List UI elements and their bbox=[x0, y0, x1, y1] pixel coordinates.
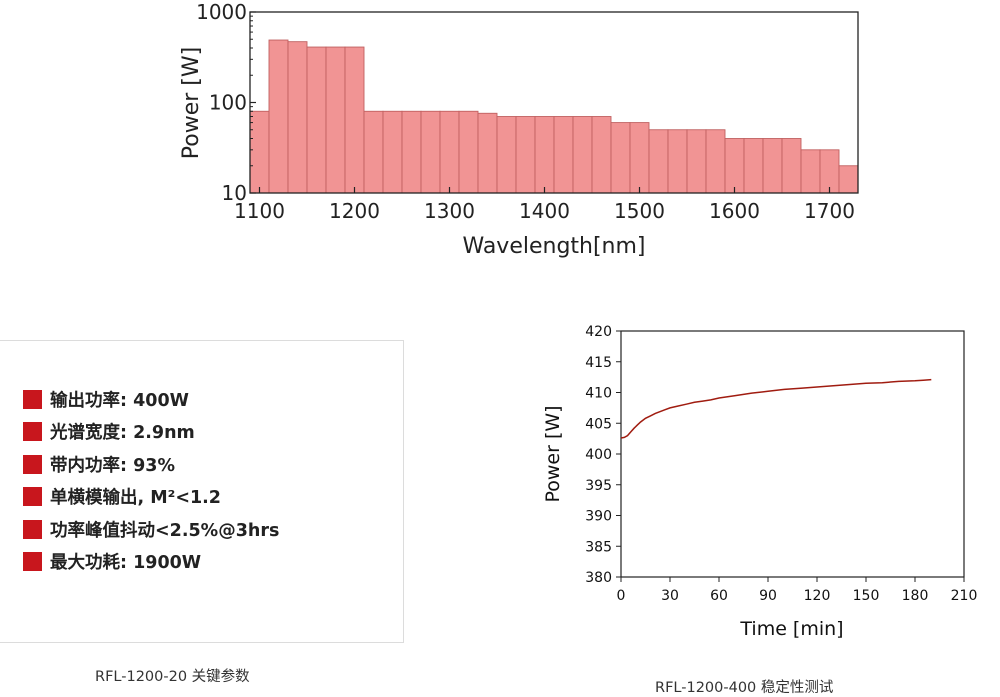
stability-x-tick-label: 60 bbox=[710, 588, 728, 604]
stability-y-tick-label: 415 bbox=[585, 355, 612, 371]
spectrum-bar bbox=[477, 112, 498, 194]
spectrum-bar bbox=[325, 46, 346, 194]
stability-series-line bbox=[620, 378, 932, 439]
stability-y-tick-label: 385 bbox=[585, 539, 612, 555]
spectrum-x-tick-label: 1400 bbox=[519, 199, 570, 223]
spectrum-bar bbox=[249, 110, 270, 194]
spectrum-bar bbox=[344, 46, 365, 194]
spectrum-bar bbox=[724, 138, 745, 194]
stability-x-axis-label: Time [min] bbox=[739, 618, 843, 640]
stability-x-ticks: 0 30 60 90 120 150 180 210 bbox=[617, 577, 978, 604]
spec-item: 带内功率: 93% bbox=[23, 448, 279, 481]
bullet-square-icon bbox=[23, 422, 42, 442]
spectrum-bar bbox=[800, 149, 821, 194]
stability-y-tick-label: 410 bbox=[585, 386, 612, 402]
spec-item: 功率峰值抖动<2.5%@3hrs bbox=[23, 513, 279, 546]
spec-item: 单横模输出, M²<1.2 bbox=[23, 481, 279, 514]
spectrum-bar bbox=[648, 129, 669, 194]
spec-item-label: 输出功率: 400W bbox=[50, 390, 189, 411]
spectrum-x-tick-label: 1200 bbox=[329, 199, 380, 223]
spectrum-bar bbox=[496, 116, 517, 194]
spec-item: 最大功耗: 1900W bbox=[23, 546, 279, 579]
spectrum-bar bbox=[819, 149, 840, 194]
spectrum-bar bbox=[306, 46, 327, 194]
bullet-square-icon bbox=[23, 519, 42, 539]
stability-plot-frame bbox=[620, 330, 965, 578]
spectrum-bar bbox=[534, 116, 555, 194]
stability-x-tick-label: 90 bbox=[759, 588, 777, 604]
specs-list: 输出功率: 400W 光谱宽度: 2.9nm 带内功率: 93% 单横模输出, … bbox=[23, 383, 279, 578]
spectrum-x-tick-label: 1600 bbox=[709, 199, 760, 223]
spectrum-y-axis-label: Power [W] bbox=[179, 47, 204, 159]
spectrum-y-tick-label: 10 bbox=[222, 181, 247, 205]
spectrum-bar bbox=[743, 138, 764, 194]
spectrum-bar bbox=[610, 122, 631, 194]
stability-caption: RFL-1200-400 稳定性测试 bbox=[655, 680, 834, 696]
spectrum-bar bbox=[667, 129, 688, 194]
spec-item: 光谱宽度: 2.9nm bbox=[23, 416, 279, 449]
stability-x-tick-label: 210 bbox=[951, 588, 978, 604]
stability-chart: 0 30 60 90 120 150 180 210 380 385 390 395 400 405 41… bbox=[542, 324, 978, 640]
spectrum-bar bbox=[420, 110, 441, 194]
spectrum-bar bbox=[287, 41, 308, 194]
spectrum-bar bbox=[572, 116, 593, 194]
spectrum-y-tick-label: 100 bbox=[209, 91, 247, 115]
spectrum-x-axis-label: Wavelength[nm] bbox=[462, 234, 645, 259]
stability-y-axis-label: Power [W] bbox=[542, 405, 564, 502]
stability-x-tick-label: 0 bbox=[617, 588, 626, 604]
spectrum-bar bbox=[401, 110, 422, 194]
spectrum-bar bbox=[382, 110, 403, 194]
stability-x-tick-label: 180 bbox=[902, 588, 929, 604]
spectrum-y-ticks: 10 100 1000 bbox=[196, 0, 256, 205]
spec-item-label: 功率峰值抖动<2.5%@3hrs bbox=[50, 520, 280, 541]
spec-item-label: 带内功率: 93% bbox=[50, 455, 175, 476]
spectrum-bars bbox=[249, 39, 859, 194]
spectrum-bar bbox=[268, 39, 289, 194]
spectrum-bar bbox=[439, 110, 460, 194]
spectrum-y-tick-label: 1000 bbox=[196, 0, 247, 24]
bullet-square-icon bbox=[23, 487, 42, 507]
spectrum-bar bbox=[705, 129, 726, 194]
specs-caption: RFL-1200-20 关键参数 bbox=[95, 669, 250, 685]
stability-y-tick-label: 405 bbox=[585, 416, 612, 432]
spectrum-bar bbox=[363, 110, 384, 194]
spec-item: 输出功率: 400W bbox=[23, 383, 279, 416]
stability-y-tick-label: 400 bbox=[585, 447, 612, 463]
spectrum-bar bbox=[686, 129, 707, 194]
spectrum-bar bbox=[553, 116, 574, 194]
stability-y-tick-label: 390 bbox=[585, 509, 612, 525]
stability-y-tick-label: 395 bbox=[585, 478, 612, 494]
spec-item-label: 单横模输出, M²<1.2 bbox=[50, 488, 221, 509]
spectrum-bar bbox=[781, 138, 802, 194]
spectrum-x-tick-label: 1300 bbox=[424, 199, 475, 223]
stability-x-tick-label: 30 bbox=[661, 588, 679, 604]
spectrum-x-tick-label: 1700 bbox=[804, 199, 855, 223]
spec-item-label: 光谱宽度: 2.9nm bbox=[50, 423, 195, 444]
spectrum-bar bbox=[762, 138, 783, 194]
spectrum-x-tick-label: 1100 bbox=[234, 199, 285, 223]
bullet-square-icon bbox=[23, 389, 42, 409]
spectrum-bar bbox=[458, 110, 479, 194]
spectrum-chart: 1100 1200 1300 1400 1500 1600 1700 10 100 1000 W… bbox=[179, 0, 859, 259]
specs-panel: 输出功率: 400W 光谱宽度: 2.9nm 带内功率: 93% 单横模输出, … bbox=[0, 340, 404, 643]
spectrum-bar bbox=[629, 122, 650, 194]
spec-item-label: 最大功耗: 1900W bbox=[50, 553, 202, 574]
stability-x-tick-label: 150 bbox=[853, 588, 880, 604]
spectrum-x-ticks: 1100 1200 1300 1400 1500 1600 1700 bbox=[234, 187, 855, 223]
spectrum-bar bbox=[591, 116, 612, 194]
spectrum-bar bbox=[838, 165, 859, 194]
stability-x-tick-label: 120 bbox=[804, 588, 831, 604]
stability-y-ticks: 380 385 390 395 400 405 410 415 420 bbox=[585, 324, 621, 586]
spectrum-bar bbox=[515, 116, 536, 194]
stability-y-tick-label: 380 bbox=[585, 570, 612, 586]
bullet-square-icon bbox=[23, 454, 42, 474]
spectrum-x-tick-label: 1500 bbox=[614, 199, 665, 223]
bullet-square-icon bbox=[23, 552, 42, 572]
stability-y-tick-label: 420 bbox=[585, 324, 612, 340]
